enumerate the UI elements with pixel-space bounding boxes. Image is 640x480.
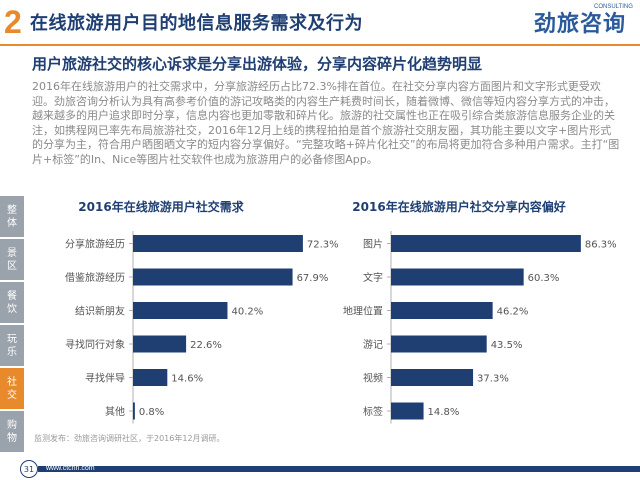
- bar: [133, 402, 135, 420]
- logo-text: 劲旅咨询: [534, 12, 627, 37]
- footer-site-url: www.ctcnn.com: [46, 465, 95, 472]
- bar: [391, 369, 474, 386]
- chart-title: 2016年在线旅游用户社交分享内容偏好: [352, 199, 565, 214]
- category-label: 寻找伴导: [85, 372, 125, 385]
- category-label: 地理位置: [343, 305, 383, 318]
- logo: 劲旅咨询 CONSULTING: [534, 4, 634, 42]
- data-label: 43.5%: [491, 340, 523, 351]
- category-label: 其他: [105, 405, 125, 418]
- bar: [391, 268, 524, 286]
- source-note: 监测发布：劲旅咨询调研社区，于2016年12月调研。: [34, 434, 225, 443]
- bar: [391, 302, 493, 319]
- side-nav: 整体 景区 餐饮 玩乐 社交 购物: [0, 196, 24, 454]
- data-label: 37.3%: [477, 374, 509, 385]
- data-label: 86.3%: [585, 240, 617, 251]
- category-label: 寻找同行对象: [65, 338, 125, 351]
- logo-subtext: CONSULTING: [594, 4, 633, 10]
- bar: [391, 235, 581, 252]
- data-label: 14.8%: [428, 407, 460, 418]
- body-paragraph: 2016年在线旅游用户的社交需求中，分享旅游经历占比72.3%排在首位。在社交分…: [32, 80, 620, 166]
- category-label: 借鉴旅游经历: [65, 271, 125, 284]
- data-label: 60.3%: [528, 273, 560, 284]
- category-label: 视频: [363, 372, 383, 385]
- data-label: 14.6%: [171, 374, 203, 385]
- category-label: 结识新朋友: [75, 305, 125, 318]
- bar: [391, 335, 487, 353]
- data-label: 40.2%: [231, 307, 263, 318]
- side-nav-item-overall[interactable]: 整体: [0, 196, 24, 237]
- header: 2 在线旅游用户目的地信息服务需求及行为 劲旅咨询 CONSULTING: [0, 0, 640, 46]
- data-label: 46.2%: [497, 307, 529, 318]
- page-number: 31: [20, 460, 38, 478]
- category-label: 图片: [363, 238, 383, 251]
- chart-title: 2016年在线旅游用户社交需求: [78, 199, 244, 214]
- subtitle: 用户旅游社交的核心诉求是分享出游体验，分享内容碎片化趋势明显: [32, 55, 483, 73]
- bar: [133, 369, 168, 386]
- side-nav-item-shopping[interactable]: 购物: [0, 411, 24, 452]
- category-label: 文字: [363, 271, 383, 284]
- data-label: 72.3%: [307, 240, 339, 251]
- bar: [133, 302, 228, 319]
- category-label: 标签: [363, 405, 383, 418]
- page-title: 在线旅游用户目的地信息服务需求及行为: [30, 13, 363, 34]
- section-number: 2: [4, 4, 22, 40]
- header-divider: [0, 44, 640, 46]
- footer-bar: [38, 466, 640, 472]
- data-label: 22.6%: [190, 340, 222, 351]
- bar: [133, 268, 293, 286]
- side-nav-item-dining[interactable]: 餐饮: [0, 282, 24, 323]
- bar: [133, 335, 187, 353]
- side-nav-item-scenic[interactable]: 景区: [0, 239, 24, 280]
- bar: [391, 402, 424, 420]
- data-label: 0.8%: [139, 407, 164, 418]
- bar: [133, 235, 303, 252]
- category-label: 游记: [363, 338, 383, 351]
- side-nav-item-leisure[interactable]: 玩乐: [0, 325, 24, 366]
- footer: 31 www.ctcnn.com: [0, 458, 640, 480]
- side-nav-item-social[interactable]: 社交: [0, 368, 24, 409]
- category-label: 分享旅游经历: [65, 238, 125, 251]
- data-label: 67.9%: [297, 273, 329, 284]
